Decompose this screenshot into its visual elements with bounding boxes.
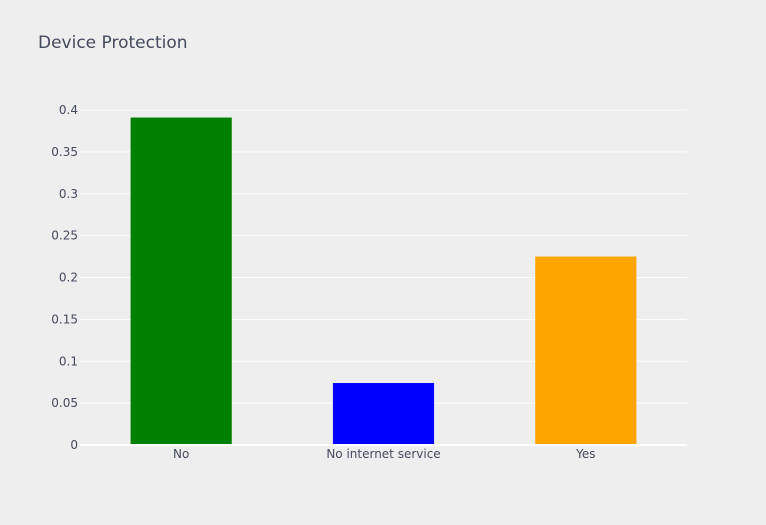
bar-no[interactable] — [130, 117, 232, 445]
x-tick-label: No internet service — [326, 447, 440, 461]
x-tick-label: No — [173, 447, 189, 461]
x-axis-ticks: No No internet service Yes — [173, 447, 596, 461]
y-tick-label: 0.2 — [59, 271, 78, 285]
bars — [130, 117, 637, 445]
chart-title: Device Protection — [38, 33, 188, 53]
y-tick-label: 0.1 — [59, 354, 78, 368]
y-tick-label: 0.4 — [59, 103, 78, 117]
y-tick-label: 0.05 — [51, 396, 78, 410]
y-tick-label: 0 — [70, 438, 78, 452]
y-tick-label: 0.15 — [51, 312, 78, 326]
y-tick-label: 0.3 — [59, 187, 78, 201]
y-axis-ticks: 0 0.05 0.1 0.15 0.2 0.25 0.3 0.35 0.4 — [51, 103, 78, 452]
bar-no-internet-service[interactable] — [332, 383, 435, 445]
y-tick-label: 0.35 — [51, 145, 78, 159]
y-tick-label: 0.25 — [51, 229, 78, 243]
x-tick-label: Yes — [575, 447, 595, 461]
bar-yes[interactable] — [535, 256, 637, 445]
